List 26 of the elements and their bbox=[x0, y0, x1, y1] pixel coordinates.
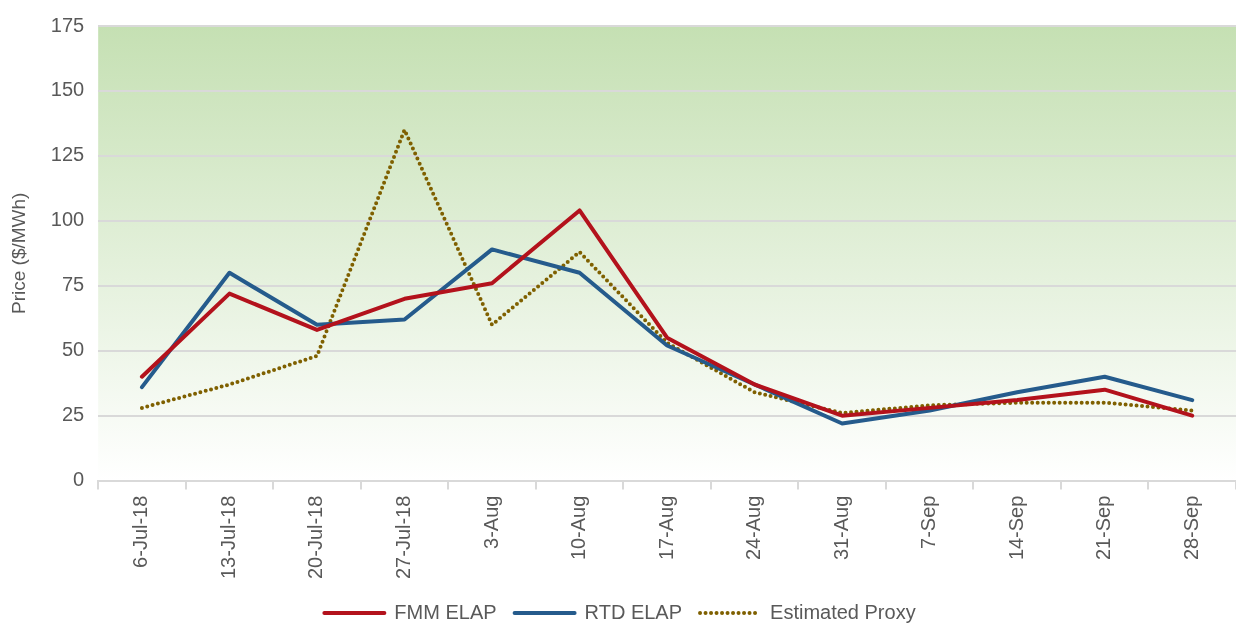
y-tick-label: 125 bbox=[50, 143, 85, 166]
x-tick-label: 21-Sep bbox=[1092, 495, 1115, 561]
x-tick-label: 28-Sep bbox=[1179, 495, 1202, 561]
y-tick-label: 50 bbox=[61, 338, 85, 361]
y-tick-label: 150 bbox=[50, 78, 85, 101]
x-tick-label: 10-Aug bbox=[567, 495, 590, 561]
y-tick-label: 25 bbox=[61, 403, 85, 426]
x-tick-label: 13-Jul-18 bbox=[216, 495, 239, 580]
legend-label: RTD ELAP bbox=[584, 600, 683, 623]
y-tick-label: 100 bbox=[50, 208, 85, 231]
y-tick-label: 75 bbox=[61, 273, 85, 296]
line-series bbox=[139, 127, 1195, 416]
x-tick-label: 7-Sep bbox=[917, 495, 940, 549]
legend-label: FMM ELAP bbox=[394, 600, 497, 623]
x-tick-label: 31-Aug bbox=[829, 495, 852, 561]
x-tick-label: 14-Sep bbox=[1004, 495, 1027, 561]
legend-label: Estimated Proxy bbox=[770, 600, 916, 623]
x-tick-label: 27-Jul-18 bbox=[392, 495, 415, 580]
x-tick-label: 24-Aug bbox=[742, 495, 765, 561]
y-tick-label: 0 bbox=[73, 468, 85, 491]
x-tick-label: 17-Aug bbox=[654, 495, 677, 561]
x-tick-label: 6-Jul-18 bbox=[129, 495, 152, 568]
x-tick-label: 20-Jul-18 bbox=[304, 495, 327, 580]
y-tick-label: 175 bbox=[50, 13, 85, 36]
x-tick-label: 3-Aug bbox=[479, 495, 502, 549]
y-axis-title: Price ($/MWh) bbox=[7, 192, 29, 315]
